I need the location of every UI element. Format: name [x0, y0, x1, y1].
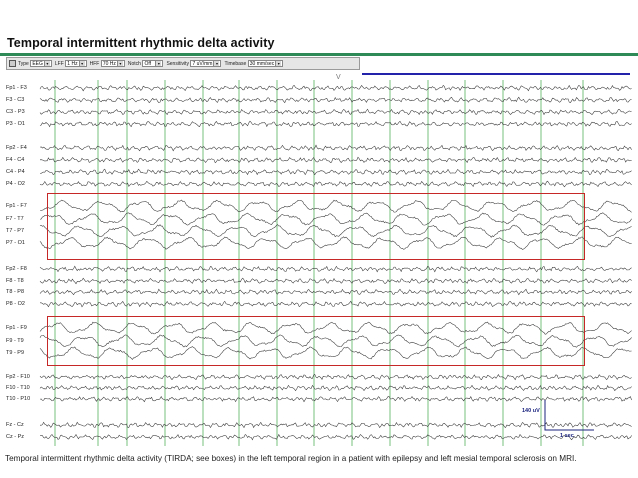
sensitivity-select[interactable]: 7 uV/mm ▾ — [190, 60, 222, 67]
eeg-channel-trace — [39, 346, 632, 360]
chevron-down-icon[interactable]: ▾ — [213, 61, 220, 66]
sensitivity-value: 7 uV/mm — [192, 60, 213, 67]
chevron-down-icon[interactable]: ▾ — [275, 61, 282, 66]
eeg-channel-trace — [39, 144, 632, 152]
eeg-channel-trace — [39, 199, 632, 213]
notch-value: Off — [144, 60, 152, 67]
lff-value: 1 Hz — [67, 60, 78, 67]
channel-label: F7 - T7 — [6, 216, 24, 222]
title-divider — [0, 53, 638, 56]
type-select[interactable]: EEG ▾ — [30, 60, 52, 67]
eeg-channel-trace — [39, 120, 632, 128]
page-progress-bar — [362, 73, 630, 75]
eeg-channel-trace — [39, 433, 632, 441]
type-value: EEG — [32, 60, 43, 67]
calibration-amplitude: 140 uV — [522, 408, 540, 414]
eeg-channel-trace — [39, 373, 632, 381]
eeg-channel-trace — [39, 265, 632, 273]
eeg-channel-trace — [39, 384, 632, 392]
channel-label: C3 - P3 — [6, 109, 25, 115]
eeg-channel-trace — [40, 168, 632, 176]
hff-label: HFF — [89, 60, 100, 67]
channel-label: P8 - O2 — [6, 301, 25, 307]
channel-label: Fp2 - F8 — [6, 266, 27, 272]
chevron-down-icon[interactable]: ▾ — [116, 61, 123, 66]
chevron-down-icon[interactable]: ▾ — [155, 61, 162, 66]
tirda-box-subtemporal — [47, 316, 585, 366]
eeg-channel-trace — [39, 236, 632, 250]
eeg-channel-trace — [39, 180, 632, 188]
event-marker[interactable]: V — [336, 74, 341, 81]
timebase-value: 30 mm/sec — [249, 60, 275, 67]
channel-label: Fp2 - F10 — [6, 374, 30, 380]
timebase-label: Timebase — [224, 60, 247, 67]
channel-label: Cz - Pz — [6, 434, 25, 440]
eeg-channel-trace — [39, 334, 632, 348]
channel-label: F8 - T8 — [6, 278, 24, 284]
channel-label: C4 - P4 — [6, 169, 25, 175]
channel-label: T7 - P7 — [6, 228, 25, 234]
hff-select[interactable]: 70 Hz ▾ — [100, 60, 125, 67]
channel-label: P3 - O1 — [6, 121, 25, 127]
channel-label: T9 - P9 — [6, 350, 25, 356]
lff-control[interactable]: LFF 1 Hz ▾ — [55, 60, 87, 67]
eeg-channel-trace — [39, 277, 632, 285]
calibration-bracket — [544, 400, 594, 431]
channel-label: P7 - O1 — [6, 240, 25, 246]
settings-icon[interactable] — [9, 60, 16, 67]
hff-control[interactable]: HFF 70 Hz ▾ — [90, 60, 125, 67]
figure-caption: Temporal intermittent rhythmic delta act… — [5, 454, 577, 463]
channel-label: Fp1 - F3 — [6, 85, 27, 91]
type-control[interactable]: Type EEG ▾ — [18, 60, 52, 67]
eeg-toolbar: Type EEG ▾ LFF 1 Hz ▾ HFF 70 Hz ▾ Notch … — [6, 57, 360, 70]
channel-label: Fp1 - F9 — [6, 325, 27, 331]
sensitivity-label: Sensitivity — [166, 60, 189, 67]
eeg-channel-trace — [39, 212, 632, 226]
timebase-select[interactable]: 30 mm/sec ▾ — [247, 60, 284, 67]
channel-label: F4 - C4 — [6, 157, 25, 163]
channel-label: T10 - P10 — [6, 396, 31, 402]
eeg-channel-trace — [39, 288, 632, 296]
tirda-box-left-temporal — [47, 193, 585, 260]
timebase-control[interactable]: Timebase 30 mm/sec ▾ — [224, 60, 284, 67]
notch-label: Notch — [127, 60, 141, 67]
eeg-channel-trace — [39, 321, 632, 335]
chevron-down-icon[interactable]: ▾ — [43, 61, 50, 66]
eeg-channel-trace — [39, 156, 632, 164]
channel-label: F3 - C3 — [6, 97, 25, 103]
eeg-channel-trace — [39, 395, 632, 403]
channel-label: F10 - T10 — [6, 385, 30, 391]
sensitivity-control[interactable]: Sensitivity 7 uV/mm ▾ — [166, 60, 222, 67]
hff-value: 70 Hz — [102, 60, 116, 67]
lff-label: LFF — [54, 60, 64, 67]
notch-select[interactable]: Off ▾ — [142, 60, 164, 67]
channel-label: Fp2 - F4 — [6, 145, 27, 151]
eeg-channel-trace — [40, 300, 632, 308]
eeg-channel-trace — [39, 108, 632, 116]
eeg-channel-trace — [40, 421, 632, 429]
channel-label: Fz - Cz — [6, 422, 24, 428]
channel-label: Fp1 - F7 — [6, 203, 27, 209]
eeg-channel-trace — [39, 224, 632, 238]
type-label: Type — [18, 60, 29, 67]
calibration-time: 1 sec — [560, 433, 574, 439]
channel-label: F9 - T9 — [6, 338, 24, 344]
chevron-down-icon[interactable]: ▾ — [78, 61, 85, 66]
page-title: Temporal intermittent rhythmic delta act… — [7, 36, 275, 50]
channel-label: P4 - O2 — [6, 181, 25, 187]
eeg-channel-trace — [39, 96, 632, 104]
notch-control[interactable]: Notch Off ▾ — [128, 60, 164, 67]
eeg-channel-trace — [39, 84, 632, 92]
lff-select[interactable]: 1 Hz ▾ — [65, 60, 87, 67]
channel-label: T8 - P8 — [6, 289, 25, 295]
